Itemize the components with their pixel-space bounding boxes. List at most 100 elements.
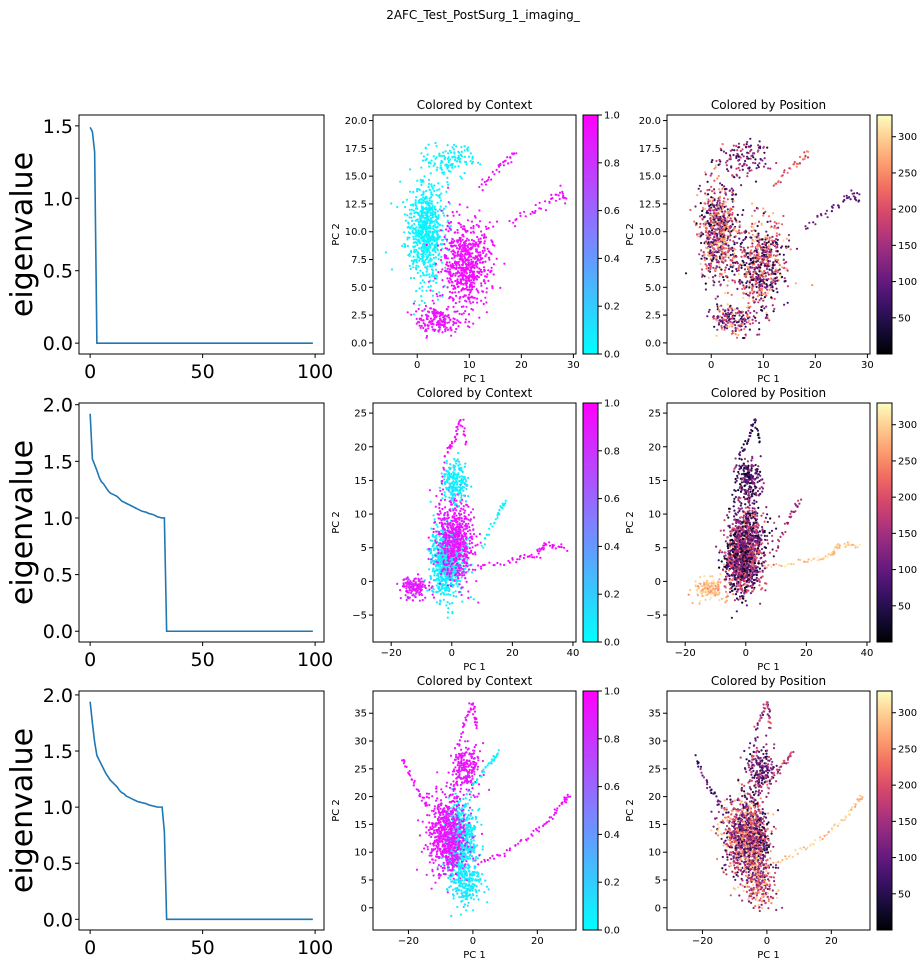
data-point [453, 155, 456, 158]
data-point [513, 152, 516, 155]
data-point [448, 149, 451, 152]
data-point [459, 157, 462, 160]
data-point [431, 187, 434, 190]
data-point [451, 522, 454, 525]
data-point [488, 258, 491, 261]
data-point [710, 160, 713, 164]
data-point [773, 224, 776, 228]
data-point [713, 248, 716, 251]
data-point [731, 193, 734, 196]
data-point [850, 189, 853, 192]
data-point [775, 287, 778, 290]
data-point [463, 255, 466, 258]
data-point [758, 270, 761, 273]
data-point [720, 203, 723, 206]
data-point [437, 530, 441, 534]
data-point [455, 327, 458, 331]
data-point [412, 235, 415, 238]
data-point [730, 259, 733, 262]
data-point [735, 260, 739, 263]
data-point [466, 219, 469, 222]
data-point [444, 205, 447, 208]
y-tick-label: 7.5 [645, 255, 661, 266]
data-point [745, 146, 748, 149]
data-point [460, 271, 464, 274]
data-point [450, 151, 453, 154]
data-point [710, 172, 713, 175]
data-point [720, 248, 723, 251]
data-point [443, 322, 446, 326]
data-point [456, 231, 459, 234]
data-point [452, 323, 455, 326]
colorbar: 0.00.20.40.60.81.0 [582, 111, 620, 361]
data-point [457, 542, 460, 545]
data-point [430, 322, 433, 326]
data-point [412, 246, 415, 249]
data-point [770, 280, 773, 283]
data-point [432, 253, 435, 256]
data-point [724, 192, 727, 195]
data-point [428, 199, 431, 202]
data-point [462, 545, 465, 548]
data-point [802, 158, 805, 161]
data-point [423, 197, 426, 201]
data-point [440, 323, 443, 326]
data-point [451, 266, 454, 269]
data-point [432, 563, 435, 566]
data-point [442, 541, 445, 544]
data-point [447, 305, 450, 308]
data-point [747, 256, 750, 259]
data-point [424, 328, 428, 331]
figure-suptitle: 2AFC_Test_PostSurg_1_imaging_ [386, 8, 581, 22]
data-point [459, 509, 462, 513]
data-point [727, 268, 731, 271]
data-point [458, 236, 461, 239]
data-point [699, 235, 702, 238]
data-point [441, 311, 444, 315]
data-point [464, 321, 467, 324]
data-point [460, 146, 463, 149]
data-point [716, 234, 719, 237]
data-point [432, 238, 435, 241]
data-point [768, 255, 771, 259]
data-point [437, 578, 440, 582]
data-point [775, 222, 778, 225]
data-point [751, 202, 754, 205]
data-point [463, 552, 466, 555]
data-point [456, 517, 459, 520]
data-point [433, 317, 436, 320]
data-point [495, 220, 499, 223]
data-point [793, 160, 796, 164]
data-point [470, 571, 474, 574]
data-point [453, 558, 456, 561]
data-point [765, 255, 768, 258]
data-point [421, 279, 424, 282]
data-point [442, 154, 446, 157]
data-point [455, 530, 458, 533]
data-point [463, 160, 467, 163]
data-point [448, 573, 451, 576]
data-point [434, 215, 437, 218]
data-point [434, 262, 437, 265]
data-point [434, 309, 437, 312]
data-point [723, 315, 726, 318]
data-point [413, 248, 416, 251]
x-tick-label: 30 [861, 360, 874, 371]
data-point [436, 166, 439, 169]
data-point [713, 209, 716, 212]
data-point [421, 198, 424, 201]
data-point [464, 515, 467, 518]
data-point [445, 536, 448, 540]
data-point [476, 262, 479, 265]
data-point [779, 181, 782, 184]
data-point [490, 266, 493, 269]
data-point [731, 309, 734, 312]
data-point [422, 254, 425, 257]
data-point [741, 250, 744, 253]
data-point [433, 162, 436, 165]
data-point [440, 521, 443, 525]
data-point [772, 212, 775, 215]
data-point [412, 261, 415, 264]
data-point [712, 284, 715, 287]
data-point [441, 507, 444, 511]
